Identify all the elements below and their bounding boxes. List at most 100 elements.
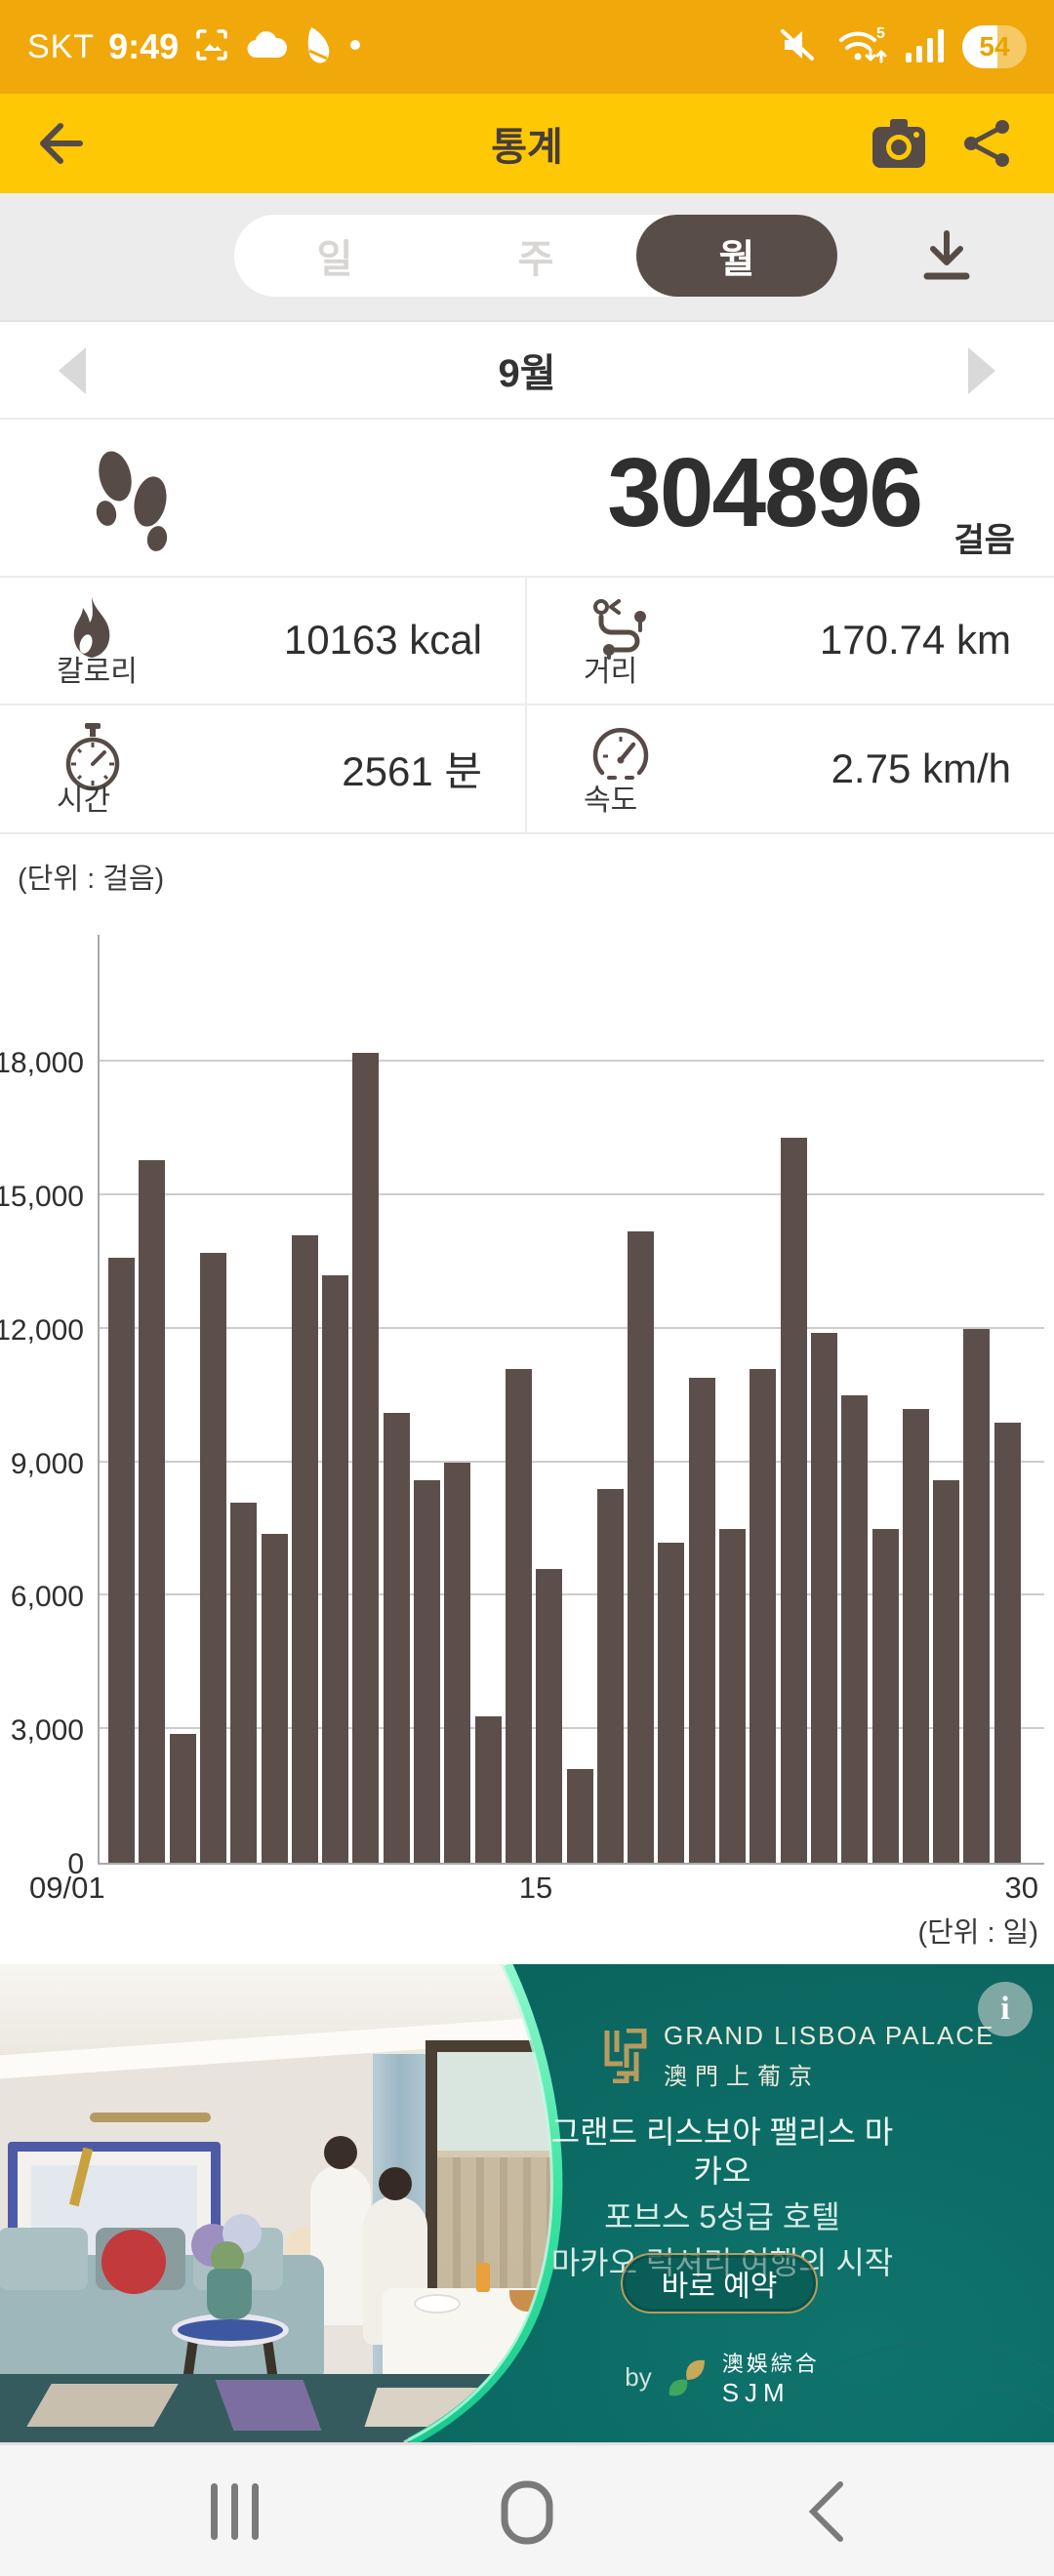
period-tab-band: 일 주 월 bbox=[0, 193, 1054, 322]
by-label: by bbox=[625, 2362, 652, 2392]
info-icon[interactable]: i bbox=[978, 1982, 1033, 2036]
stats-grid: 칼로리 10163 kcal 거리 170.74 km 시간 2561 분 속도… bbox=[0, 578, 1054, 834]
svg-text:5: 5 bbox=[876, 25, 885, 42]
prev-month-icon[interactable] bbox=[51, 345, 94, 396]
stat-label-calories: 칼로리 bbox=[57, 655, 138, 688]
stopwatch-icon bbox=[62, 722, 125, 790]
footprints-icon bbox=[86, 445, 180, 554]
steps-unit-label: 걸음 bbox=[953, 522, 1015, 559]
cloud-icon bbox=[245, 28, 288, 66]
bar-day-30 bbox=[993, 1422, 1021, 1863]
bar-day-18 bbox=[628, 1230, 655, 1863]
steps-value: 304896 bbox=[607, 438, 923, 547]
share-icon[interactable] bbox=[960, 117, 1013, 170]
wifi-icon: 5 bbox=[833, 22, 888, 72]
flame-icon bbox=[62, 595, 125, 658]
status-time: 9:49 bbox=[108, 26, 180, 66]
month-nav-row: 9월 bbox=[0, 322, 1054, 420]
bar-day-7 bbox=[291, 1235, 318, 1863]
back-icon[interactable] bbox=[792, 2480, 861, 2545]
stat-speed: 속도 2.75 km/h bbox=[527, 705, 1054, 833]
hotel-brand: GRAND LISBOA PALACE 澳門上葡京 bbox=[603, 2021, 995, 2091]
tab-month[interactable]: 월 bbox=[636, 215, 837, 297]
stat-label-speed: 속도 bbox=[584, 785, 638, 817]
ad-line-1: 그랜드 리스보아 팰리스 마카오 bbox=[550, 2114, 894, 2189]
bar-day-11 bbox=[414, 1479, 440, 1863]
bar-day-5 bbox=[230, 1502, 258, 1863]
x-tick-first: 09/01 bbox=[29, 1871, 105, 1905]
status-left: SKT 9:49 bbox=[27, 25, 362, 69]
mute-icon bbox=[779, 25, 818, 69]
screenshot-icon bbox=[192, 25, 231, 69]
bar-day-12 bbox=[444, 1462, 471, 1863]
stat-calories: 칼로리 10163 kcal bbox=[0, 578, 527, 705]
bar-day-27 bbox=[902, 1408, 929, 1863]
status-right: 5 54 bbox=[779, 22, 1027, 72]
bar-day-21 bbox=[719, 1529, 746, 1863]
bar-day-8 bbox=[322, 1275, 349, 1863]
back-arrow-icon[interactable] bbox=[33, 115, 90, 172]
sjm-latin-label: SJM bbox=[721, 2378, 790, 2407]
signal-icon bbox=[904, 25, 947, 69]
bar-day-3 bbox=[169, 1733, 196, 1863]
route-icon bbox=[589, 595, 652, 660]
bar-day-29 bbox=[963, 1328, 991, 1863]
camera-icon[interactable] bbox=[871, 117, 927, 170]
bar-day-15 bbox=[536, 1569, 563, 1863]
bar-day-23 bbox=[780, 1137, 807, 1863]
bar-day-16 bbox=[566, 1769, 593, 1863]
ad-banner[interactable]: i GRAND LISBOA PALACE 澳門上葡京 그랜드 리스보아 팰리스… bbox=[0, 1964, 1054, 2442]
app-header: 통계 bbox=[0, 94, 1054, 193]
speedometer-icon bbox=[589, 723, 652, 785]
gridline-12000 bbox=[100, 1326, 1044, 1329]
x-tick-mid: 15 bbox=[518, 1871, 553, 1905]
download-icon[interactable] bbox=[917, 226, 976, 285]
stat-distance: 거리 170.74 km bbox=[527, 578, 1054, 705]
y-tick-label-15000: 15,000 bbox=[0, 1181, 84, 1214]
sjm-attribution: by 澳娛綜合 SJM bbox=[586, 2347, 859, 2408]
bar-day-25 bbox=[841, 1395, 869, 1863]
tab-day[interactable]: 일 bbox=[234, 215, 435, 297]
recents-icon[interactable] bbox=[201, 2480, 269, 2545]
bar-day-17 bbox=[596, 1488, 624, 1863]
y-tick-label-18000: 18,000 bbox=[0, 1047, 84, 1080]
ad-copy: 그랜드 리스보아 팰리스 마카오 포브스 5성급 호텔 마카오 럭셔리 여행의 … bbox=[547, 2113, 898, 2289]
gridline-18000 bbox=[100, 1060, 1044, 1063]
chart-y-axis-labels: 0 3,000 6,000 9,000 12,000 15,000 18,000 bbox=[0, 935, 84, 1880]
y-tick-label-12000: 12,000 bbox=[0, 1313, 84, 1347]
x-tick-last: 30 bbox=[1004, 1871, 1038, 1905]
steps-bar-chart: (단위 : 걸음) 0 3,000 6,000 9,000 12,000 15,000 18… bbox=[0, 834, 1054, 1964]
sjm-leaf-icon bbox=[666, 2356, 709, 2399]
bar-day-19 bbox=[658, 1542, 685, 1863]
month-label: 9월 bbox=[498, 352, 556, 395]
stat-value-speed: 2.75 km/h bbox=[831, 745, 1011, 791]
tab-week[interactable]: 주 bbox=[435, 215, 636, 297]
next-month-icon[interactable] bbox=[960, 345, 1003, 396]
bar-day-14 bbox=[505, 1368, 532, 1863]
bar-day-2 bbox=[139, 1159, 166, 1863]
bar-day-26 bbox=[872, 1529, 899, 1863]
stat-value-distance: 170.74 km bbox=[819, 617, 1011, 664]
chart-x-unit-label: (단위 : 일) bbox=[917, 1917, 1038, 1949]
stat-value-time: 2561 분 bbox=[342, 748, 482, 795]
shoe-icon bbox=[302, 25, 335, 69]
y-tick-label-6000: 6,000 bbox=[10, 1581, 84, 1614]
book-now-button[interactable]: 바로 예약 bbox=[621, 2253, 818, 2314]
battery-percent: 54 bbox=[979, 31, 1010, 61]
stat-label-distance: 거리 bbox=[584, 655, 638, 688]
bar-day-10 bbox=[383, 1413, 410, 1863]
android-nav-bar bbox=[0, 2442, 1054, 2576]
home-icon[interactable] bbox=[493, 2480, 561, 2545]
sjm-cjk-label: 澳娛綜合 bbox=[721, 2352, 820, 2376]
brand-name-cjk: 澳門上葡京 bbox=[664, 2064, 820, 2090]
bar-day-1 bbox=[108, 1257, 135, 1863]
bar-day-20 bbox=[688, 1377, 715, 1863]
gridline-3000 bbox=[100, 1727, 1044, 1730]
notification-dot-icon bbox=[348, 38, 362, 57]
bar-day-4 bbox=[199, 1253, 226, 1863]
y-tick-label-9000: 9,000 bbox=[10, 1447, 84, 1480]
y-tick-label-3000: 3,000 bbox=[10, 1714, 84, 1748]
ad-line-2: 포브스 5성급 호텔 bbox=[604, 2199, 840, 2234]
bar-day-6 bbox=[261, 1533, 288, 1863]
